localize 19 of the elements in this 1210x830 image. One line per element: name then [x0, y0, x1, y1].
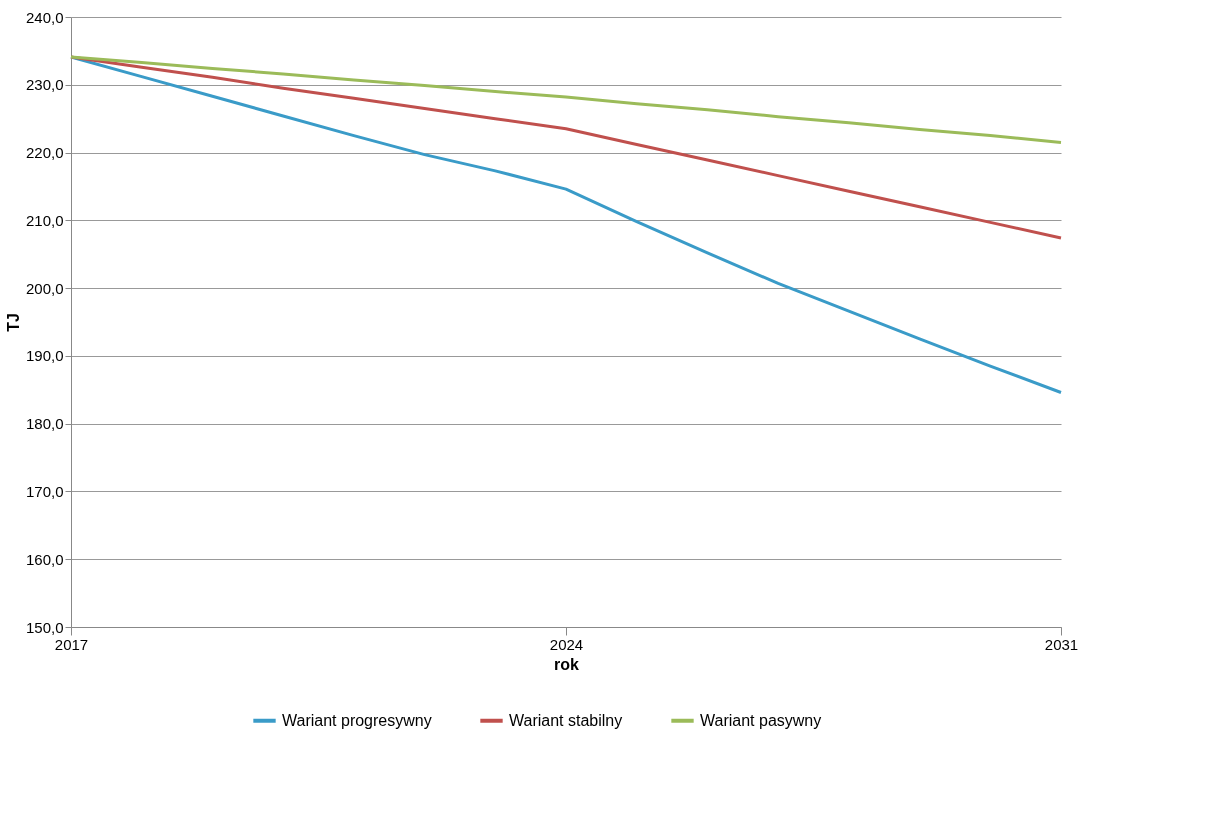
- x-axis-title: rok: [554, 655, 580, 673]
- y-axis-title: TJ: [4, 313, 22, 332]
- y-tick-label: 180,0: [25, 415, 64, 433]
- y-tick-label: 160,0: [25, 550, 64, 568]
- legend-label: Wariant progresywny: [282, 711, 432, 729]
- y-tick-label: 190,0: [25, 347, 64, 365]
- y-tick-label: 220,0: [25, 144, 64, 162]
- x-tick-label: 2024: [549, 635, 584, 653]
- x-tick-label: 2031: [1044, 635, 1079, 653]
- line-series: [69, 55, 1063, 144]
- y-tick-label: 230,0: [25, 76, 64, 94]
- y-tick-label: 210,0: [25, 211, 64, 229]
- y-tick-label: 150,0: [25, 618, 64, 636]
- legend-label: Wariant stabilny: [509, 711, 623, 729]
- y-tick-label: 200,0: [25, 279, 64, 297]
- legend-label: Wariant pasywny: [700, 711, 822, 729]
- y-tick-label: 170,0: [25, 482, 64, 500]
- x-tick-label: 2017: [54, 635, 89, 653]
- y-tick-label: 240,0: [25, 8, 64, 26]
